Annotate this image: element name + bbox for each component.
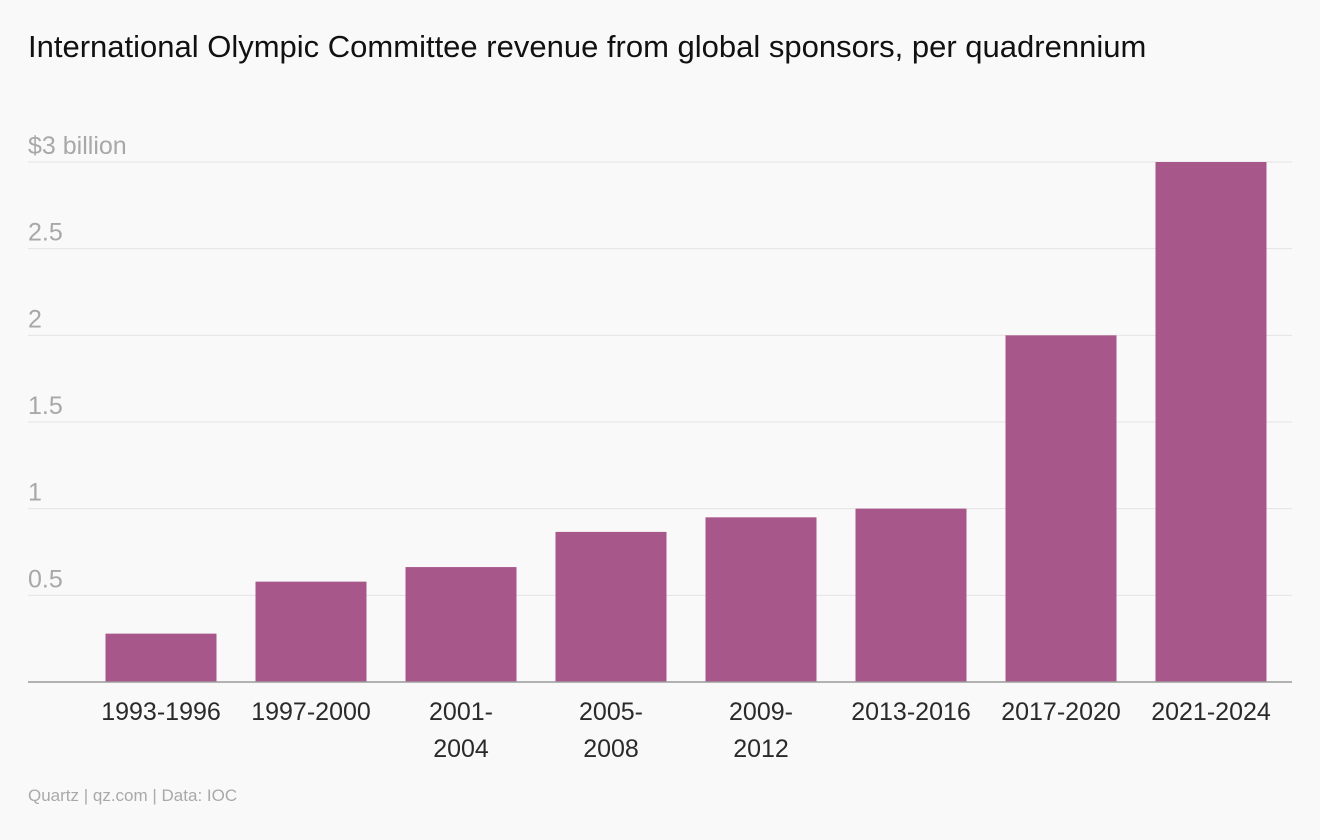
bar: [255, 581, 367, 682]
x-tick-label: 2001-2004: [429, 698, 493, 763]
y-tick-label: 1.5: [28, 392, 63, 420]
bar: [405, 567, 517, 682]
x-tick-label: 2017-2020: [1001, 698, 1121, 726]
y-axis-ticks: 0.5 1 1.5 2 2.5 $3 billion: [28, 132, 127, 593]
y-tick-label: 2: [28, 305, 42, 333]
bar: [855, 508, 967, 682]
bars: [105, 162, 1267, 682]
source-credit: Quartz | qz.com | Data: IOC: [28, 786, 238, 805]
x-tick-label: 2013-2016: [851, 698, 971, 726]
x-tick-label: 2005-2008: [579, 698, 643, 763]
y-tick-label: 1: [28, 479, 42, 507]
x-tick-label: 1997-2000: [251, 698, 371, 726]
x-axis-ticks: 1993-1996 1997-2000 2001-2004 2005-2008 2009…: [101, 698, 1271, 763]
x-tick-label: 2021-2024: [1151, 698, 1271, 726]
x-tick-label: 2009-2012: [729, 698, 793, 763]
bar: [1005, 335, 1117, 682]
gridlines: [28, 161, 1292, 596]
bar: [555, 531, 667, 682]
bar: [705, 517, 817, 682]
y-tick-label: 2.5: [28, 219, 63, 247]
bar: [105, 633, 217, 682]
y-tick-label: $3 billion: [28, 132, 127, 160]
y-tick-label: 0.5: [28, 565, 63, 593]
x-tick-label: 1993-1996: [101, 698, 221, 726]
bar: [1155, 162, 1267, 682]
chart-title: International Olympic Committee revenue …: [28, 29, 1147, 64]
